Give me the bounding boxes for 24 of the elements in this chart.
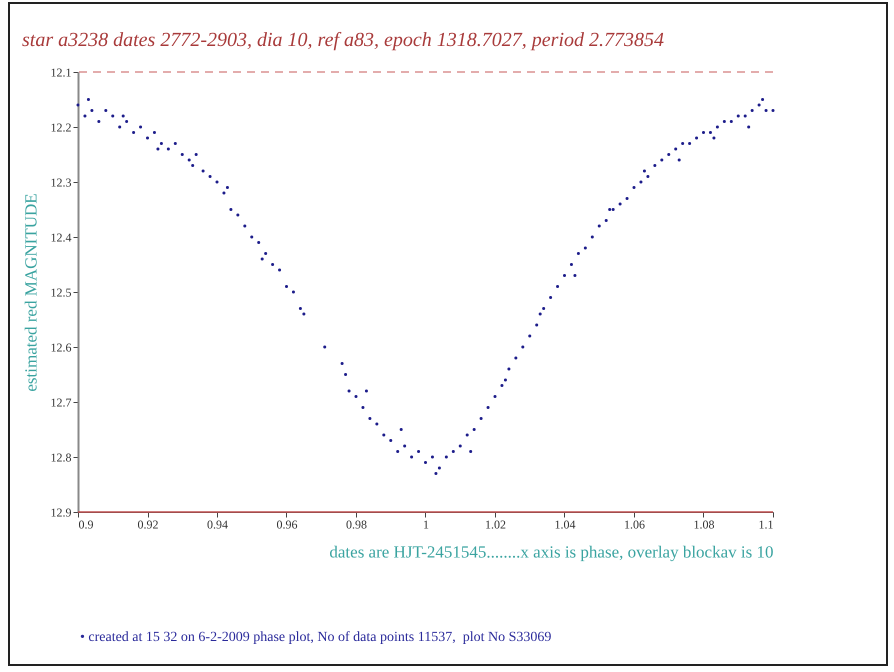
- x-tick-label: 1.06: [624, 518, 645, 532]
- y-tick-label: 12.4: [50, 230, 72, 244]
- x-tick-label: 0.92: [138, 518, 158, 532]
- chart-title: star a3238 dates 2772-2903, dia 10, ref a83, epoch 1318.7027, period 2.773854: [22, 29, 664, 51]
- y-tick-label: 12.1: [50, 66, 72, 80]
- x-tick-label: 1.1: [758, 518, 774, 532]
- x-axis-title: dates are HJT-2451545........x axis is phase, overlay blockav is 10: [329, 542, 774, 562]
- x-tick-label: 1.02: [485, 518, 506, 532]
- y-tick-label: 12.3: [50, 176, 72, 190]
- y-tick-label: 12.8: [50, 450, 72, 464]
- x-tick-label: 0.98: [346, 518, 367, 532]
- y-tick-label: 12.5: [50, 286, 72, 300]
- x-tick-label: 0.96: [276, 518, 298, 532]
- x-tick-label: 0.94: [207, 518, 228, 532]
- x-tick-label: 1.08: [694, 518, 714, 532]
- y-tick-label: 12.7: [50, 396, 72, 410]
- x-tick-label: 0.9: [78, 518, 94, 532]
- x-tick-label: 1.04: [554, 518, 576, 532]
- x-tick-label: 1: [423, 518, 429, 532]
- y-tick-label: 12.2: [50, 120, 72, 134]
- y-tick-label: 12.9: [50, 506, 72, 520]
- text: • created at 15 32 on 6-2-2009 phase plot, No of data points 11537, plot No S33069: [80, 630, 552, 646]
- y-tick-label: 12.6: [50, 340, 72, 354]
- y-axis-title: estimated red MAGNITUDE: [22, 193, 40, 392]
